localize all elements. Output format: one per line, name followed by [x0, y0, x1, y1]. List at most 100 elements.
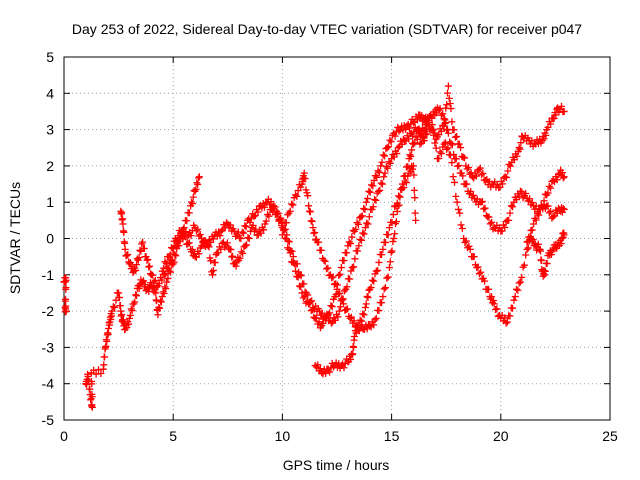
track-a-point	[108, 307, 116, 315]
track-b-point	[461, 154, 469, 162]
track-e-point	[409, 162, 417, 170]
track-c-point	[443, 145, 451, 153]
track-c-point	[357, 236, 365, 244]
track-e-point	[350, 343, 358, 351]
track-c-point	[466, 245, 474, 253]
track-b-point	[168, 256, 176, 264]
track-c-point	[437, 150, 445, 158]
track-d-point	[441, 119, 449, 127]
track-d-point	[488, 218, 496, 226]
track-b-point	[337, 264, 345, 272]
track-c-point	[217, 227, 225, 235]
track-c-point	[481, 277, 489, 285]
track-e-point	[368, 276, 376, 284]
track-d-point	[522, 189, 530, 197]
track-c-point	[520, 261, 528, 269]
track-e-point	[395, 192, 403, 200]
track-c-point	[350, 263, 358, 271]
track-a-point	[195, 174, 203, 182]
track-b-point	[386, 136, 394, 144]
track-b-point	[153, 283, 161, 291]
track-c-point	[287, 247, 295, 255]
track-d-point	[343, 305, 351, 313]
track-a-point	[139, 277, 147, 285]
track-d-point	[311, 229, 319, 237]
track-b-point	[455, 140, 463, 148]
track-c-point	[449, 173, 457, 181]
track-e-point	[419, 132, 427, 140]
track-b-point	[335, 272, 343, 280]
track-e-point	[381, 238, 389, 246]
track-b-point	[444, 82, 452, 90]
track-b-point	[123, 251, 131, 259]
track-b-point	[160, 271, 168, 279]
track-c-point	[354, 247, 362, 255]
track-b-point	[121, 245, 129, 253]
track-c-point	[458, 225, 466, 233]
track-a-point	[156, 304, 164, 312]
track-d-point	[518, 188, 526, 196]
track-d-point	[526, 195, 534, 203]
track-b-point	[228, 253, 236, 261]
track-b-point	[374, 167, 382, 175]
track-c-point	[477, 268, 485, 276]
y-tick-label: -3	[42, 339, 55, 355]
track-b-point	[347, 240, 355, 248]
track-e-point	[384, 231, 392, 239]
x-axis-label: GPS time / hours	[283, 457, 390, 473]
track-b-point	[292, 267, 300, 275]
y-tick-label: 1	[46, 194, 54, 210]
track-c-point	[523, 245, 531, 253]
track-d-point	[387, 248, 395, 256]
track-b-point	[516, 145, 524, 153]
track-e-point	[363, 293, 371, 301]
track-d-point	[308, 217, 316, 225]
track-d-point	[450, 150, 458, 158]
track-f-point	[541, 267, 549, 275]
track-a-point	[193, 179, 201, 187]
track-c-point	[432, 144, 440, 152]
track-b-point	[345, 238, 353, 246]
track-c-point	[488, 293, 496, 301]
track-c-point	[380, 173, 388, 181]
y-tick-label: -5	[42, 412, 55, 428]
track-b-point	[504, 167, 512, 175]
track-a-point	[100, 361, 108, 369]
track-b-point	[243, 241, 251, 249]
track-c-point	[518, 273, 526, 281]
track-b-point	[239, 249, 247, 257]
track-c-point	[549, 176, 557, 184]
track-d-point	[288, 200, 296, 208]
track-d-point	[389, 238, 397, 246]
track-f-point	[537, 247, 545, 255]
track-d-point	[340, 300, 348, 308]
track-c-point	[355, 242, 363, 250]
track-b-point	[158, 276, 166, 284]
track-d-point	[388, 247, 396, 255]
track-a-point	[183, 217, 191, 225]
track-b-point	[124, 250, 132, 258]
data-points	[60, 82, 568, 411]
track-b-point	[227, 246, 235, 254]
track-d-point	[528, 199, 536, 207]
track-b-point	[371, 172, 379, 180]
track-c-point	[513, 285, 521, 293]
track-c-point	[374, 187, 382, 195]
track-c-point	[293, 260, 301, 268]
track-c-point	[465, 242, 473, 250]
track-a-point	[154, 311, 162, 319]
track-e-point	[362, 300, 370, 308]
track-c-point	[522, 251, 530, 259]
track-b-point	[464, 164, 472, 172]
track-d-point	[332, 280, 340, 288]
track-c-point	[304, 291, 312, 299]
track-b-point	[120, 228, 128, 236]
track-b-point	[446, 99, 454, 107]
track-c-point	[260, 203, 268, 211]
track-b-point	[515, 144, 523, 152]
track-c-point	[166, 251, 174, 259]
track-d-point	[293, 192, 301, 200]
track-b-point	[245, 235, 253, 242]
track-b-point	[482, 176, 490, 184]
track-b-point	[513, 152, 521, 160]
